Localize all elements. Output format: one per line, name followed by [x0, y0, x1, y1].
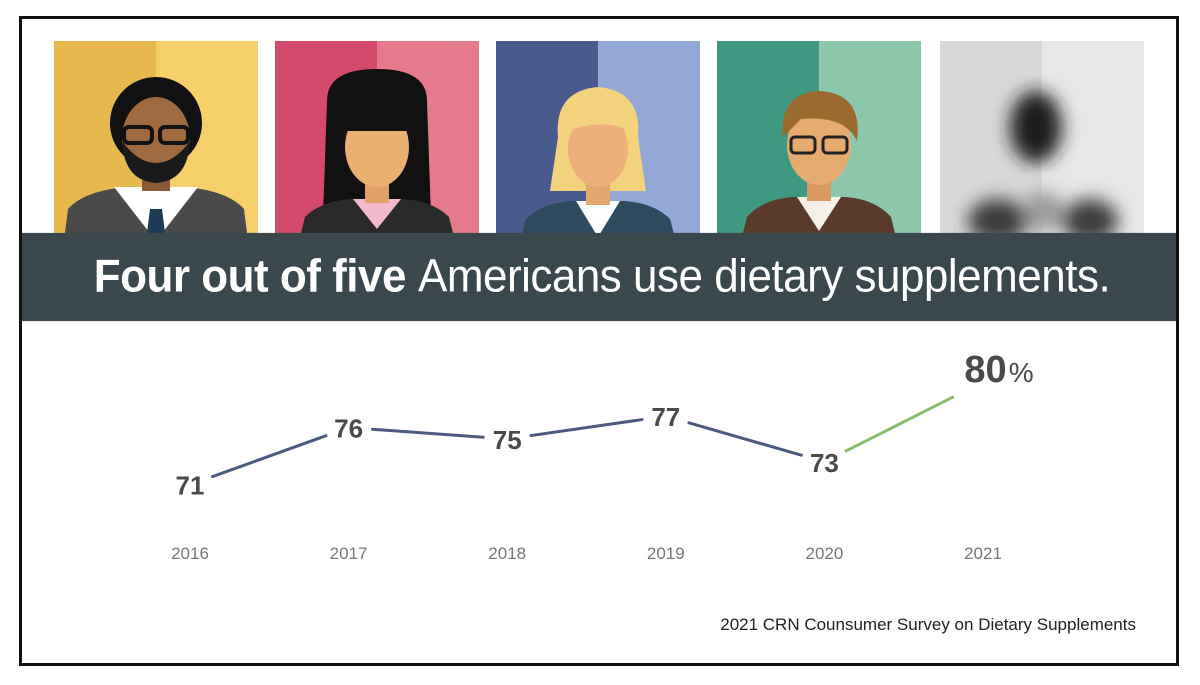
- x-tick-2019: 2019: [647, 544, 685, 563]
- portrait-5: [940, 41, 1144, 241]
- series-segment-2019-2020: [687, 421, 803, 457]
- x-tick-2020: 2020: [805, 544, 843, 563]
- value-label-2021: 80%: [964, 349, 1033, 391]
- portrait-1: [54, 41, 258, 241]
- series-segment-2017-2018: [371, 427, 485, 439]
- portrait-4: [717, 41, 921, 241]
- portrait-2: [275, 41, 479, 241]
- headline-banner: Four out of five Americans use dietary s…: [22, 232, 1176, 322]
- x-tick-2021: 2021: [964, 544, 1002, 563]
- x-tick-2017: 2017: [330, 544, 368, 563]
- value-label-2019: 77: [651, 402, 680, 432]
- value-label-2018: 75: [493, 425, 522, 455]
- infographic: Four out of five Americans use dietary s…: [19, 16, 1179, 666]
- line-chart: 71 76 75 77 73 80% 2016 2017 2018 2019 2020 2021: [171, 349, 1034, 563]
- headline-rest: Americans use dietary supplements.: [417, 250, 1111, 303]
- value-label-2016: 71: [176, 471, 205, 501]
- portrait-3: [496, 41, 700, 241]
- x-tick-2018: 2018: [488, 544, 526, 563]
- value-label-2017: 76: [334, 414, 363, 444]
- value-label-2020: 73: [810, 448, 839, 478]
- source-note: 2021 CRN Counsumer Survey on Dietary Sup…: [720, 615, 1136, 634]
- series-segment-2020-2021: [844, 395, 955, 453]
- x-tick-2016: 2016: [171, 544, 209, 563]
- series-segment-2016-2017: [211, 434, 328, 479]
- series-segment-2018-2019: [529, 418, 644, 438]
- headline-bold: Four out of five: [93, 250, 407, 303]
